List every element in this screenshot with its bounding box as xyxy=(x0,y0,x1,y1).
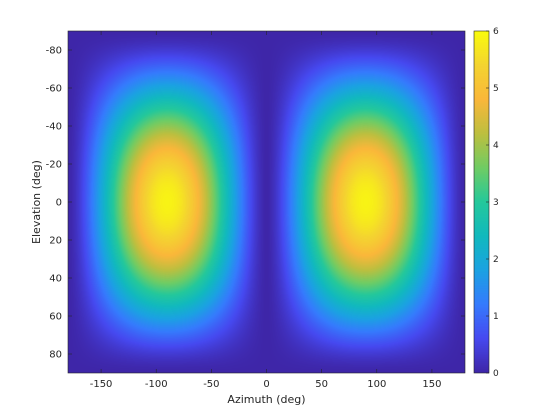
y-tick-label: 60 xyxy=(49,312,62,323)
x-tick-label: 0 xyxy=(263,379,269,390)
x-tick-label: 150 xyxy=(422,379,441,390)
x-tick-label: -100 xyxy=(145,379,168,390)
colorbar-tick-label: 5 xyxy=(493,84,499,94)
y-tick-label: -60 xyxy=(46,84,62,95)
colorbar-tick-label: 1 xyxy=(493,312,499,322)
y-tick-label: -40 xyxy=(46,122,62,133)
colorbar-tick-label: 6 xyxy=(493,27,499,37)
y-tick-label: 80 xyxy=(49,350,62,361)
x-tick-label: -50 xyxy=(203,379,219,390)
x-axis-label: Azimuth (deg) xyxy=(227,393,305,406)
x-axis-ticks: -150 -100 -50 0 50 100 150 xyxy=(90,31,441,390)
y-tick-label: -80 xyxy=(46,46,62,57)
y-tick-label: -20 xyxy=(46,160,62,171)
plot-area xyxy=(67,30,466,374)
colorbar: 0 1 2 3 4 5 6 xyxy=(473,27,499,379)
y-axis-ticks: -80 -60 -40 -20 0 20 40 60 80 xyxy=(46,46,465,361)
colorbar-tick-label: 4 xyxy=(493,141,499,151)
colorbar-gradient xyxy=(474,31,489,373)
y-axis-label: Elevation (deg) xyxy=(30,160,43,244)
colorbar-ticks: 0 1 2 3 4 5 6 xyxy=(486,27,499,379)
colorbar-tick-label: 0 xyxy=(493,369,499,379)
heatmap-image xyxy=(68,31,465,373)
x-tick-label: 100 xyxy=(367,379,386,390)
y-tick-label: 40 xyxy=(49,274,62,285)
y-tick-label: 0 xyxy=(56,198,62,209)
x-tick-label: 50 xyxy=(315,379,328,390)
y-tick-label: 20 xyxy=(49,236,62,247)
x-tick-label: -150 xyxy=(90,379,113,390)
colorbar-tick-label: 3 xyxy=(493,198,499,208)
colorbar-tick-label: 2 xyxy=(493,255,499,265)
